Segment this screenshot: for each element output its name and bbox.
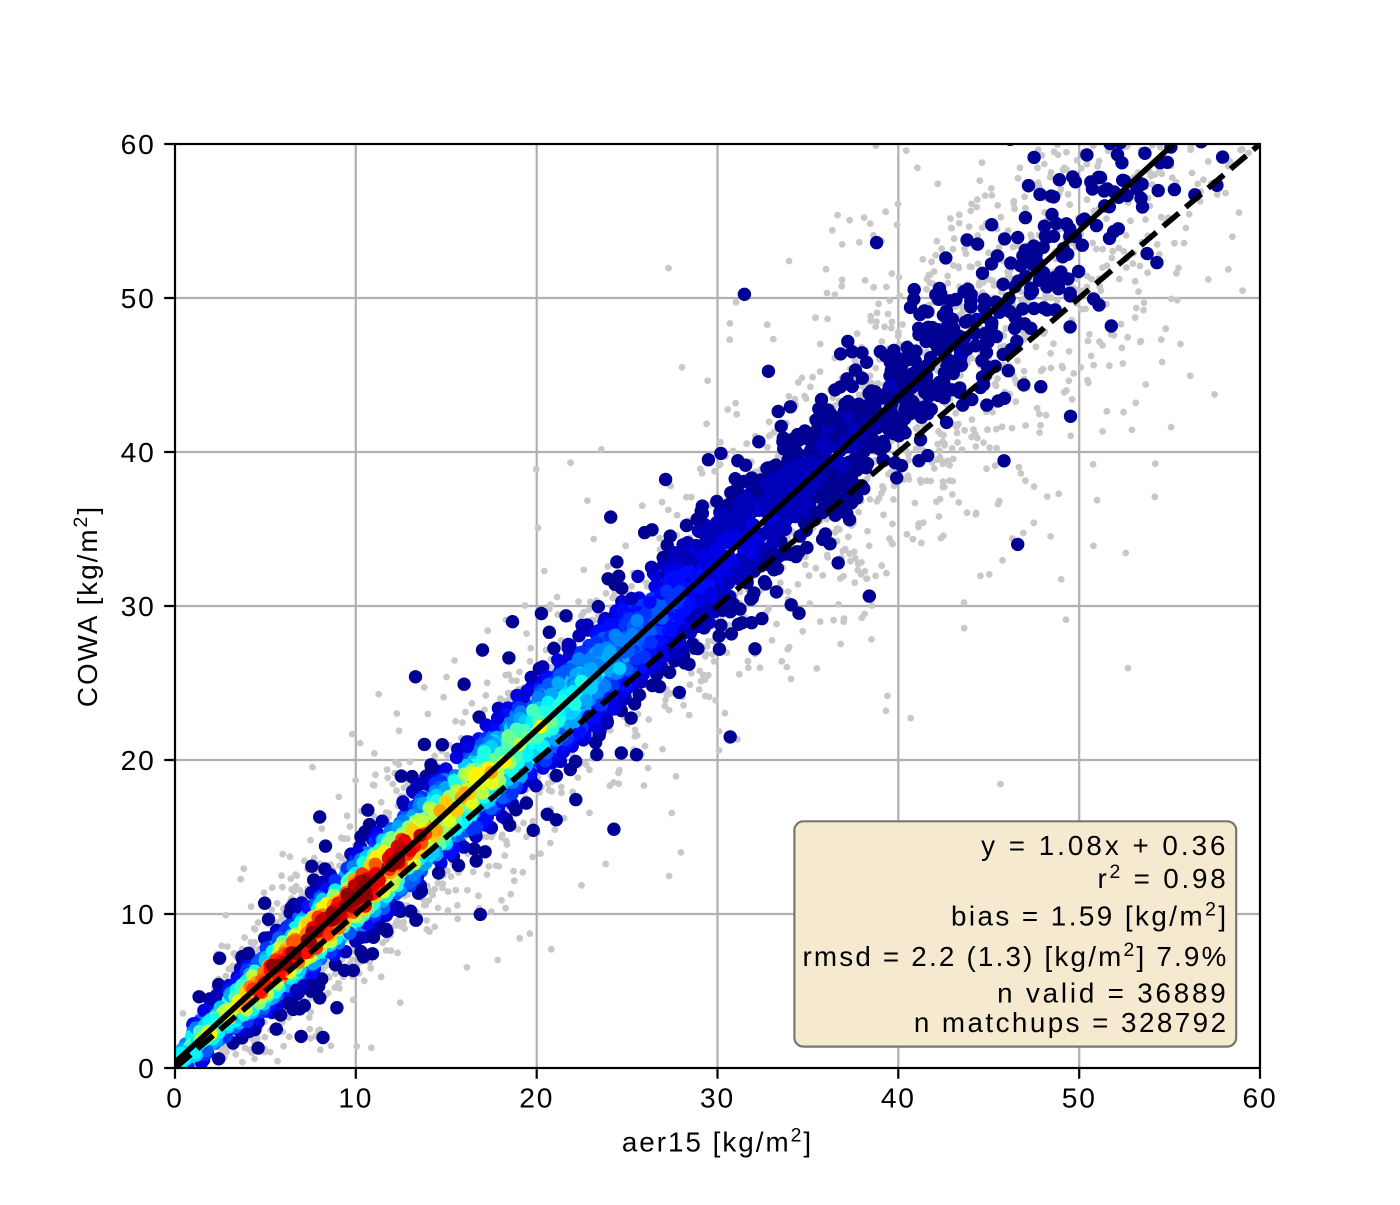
svg-text:aer15 [kg/m2]: aer15 [kg/m2] xyxy=(622,1125,813,1158)
svg-text:40: 40 xyxy=(121,436,156,468)
svg-text:60: 60 xyxy=(1243,1082,1278,1114)
svg-text:10: 10 xyxy=(338,1082,373,1114)
svg-text:n valid = 36889: n valid = 36889 xyxy=(997,977,1228,1008)
svg-text:50: 50 xyxy=(1062,1082,1097,1114)
svg-text:COWA [kg/m2]: COWA [kg/m2] xyxy=(70,505,103,707)
svg-text:rmsd = 2.2 (1.3) [kg/m2] 7.9%: rmsd = 2.2 (1.3) [kg/m2] 7.9% xyxy=(802,939,1228,972)
svg-text:50: 50 xyxy=(121,282,156,314)
svg-text:30: 30 xyxy=(700,1082,735,1114)
svg-text:bias = 1.59 [kg/m2]: bias = 1.59 [kg/m2] xyxy=(951,899,1229,932)
svg-text:n matchups = 328792: n matchups = 328792 xyxy=(914,1007,1229,1038)
svg-text:20: 20 xyxy=(121,744,156,776)
svg-text:0: 0 xyxy=(166,1082,183,1114)
svg-text:40: 40 xyxy=(881,1082,916,1114)
svg-text:r2 = 0.98: r2 = 0.98 xyxy=(1097,861,1228,894)
svg-text:0: 0 xyxy=(138,1052,155,1084)
svg-text:60: 60 xyxy=(121,128,156,160)
svg-text:20: 20 xyxy=(519,1082,554,1114)
svg-text:10: 10 xyxy=(121,898,156,930)
svg-text:30: 30 xyxy=(121,590,156,622)
svg-text:y = 1.08x + 0.36: y = 1.08x + 0.36 xyxy=(981,830,1228,861)
